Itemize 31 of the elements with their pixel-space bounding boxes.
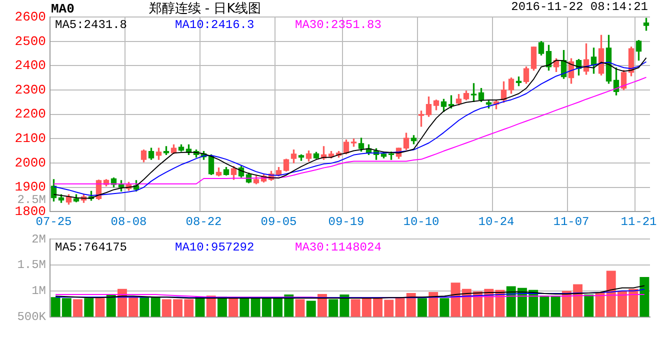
x-tick-label: 09-19 [328, 214, 364, 229]
text: MA10:2416.3 [175, 18, 254, 32]
y-tick-label: 2000 [14, 155, 46, 170]
y-tick-label: 2200 [14, 106, 46, 122]
x-tick-label: 09-05 [260, 214, 297, 229]
text: MA30:2351.83 [295, 18, 382, 32]
x-tick-label: 11-21 [620, 214, 657, 229]
y-tick-label: 2500 [14, 34, 46, 49]
y-tick-label: 2300 [14, 82, 46, 98]
x-tick-label: 08-22 [186, 214, 222, 229]
y-tick-label: 2100 [14, 131, 46, 146]
y-tick-label: 1900 [14, 180, 46, 195]
y-tick-label: 1.5M [17, 258, 46, 272]
y-tick-label: 1M [32, 284, 46, 298]
text: 2.5M [17, 192, 46, 207]
text: MA5:2431.8 [55, 18, 128, 32]
x-tick-label: 10-24 [478, 214, 514, 229]
y-tick-label: 2M [32, 232, 46, 246]
text: MA0 [51, 1, 75, 16]
x-tick-label: 07-25 [36, 214, 72, 229]
text: MA10:957292 [175, 240, 254, 254]
chart-title: 郑醇连续 - 日K线图 [148, 1, 262, 16]
y-tick-label: 2600 [14, 9, 46, 24]
x-tick-label: 08-08 [110, 214, 147, 229]
y-tick-label: 500K [17, 310, 47, 324]
x-tick-label: 11-07 [553, 214, 590, 229]
text: MA5:764175 [55, 240, 128, 254]
x-tick-label: 10-10 [403, 214, 440, 229]
text: MA30:1148024 [295, 240, 382, 254]
y-tick-label: 2400 [14, 58, 46, 74]
text: 2016-11-22 08:14:21 [511, 0, 648, 14]
